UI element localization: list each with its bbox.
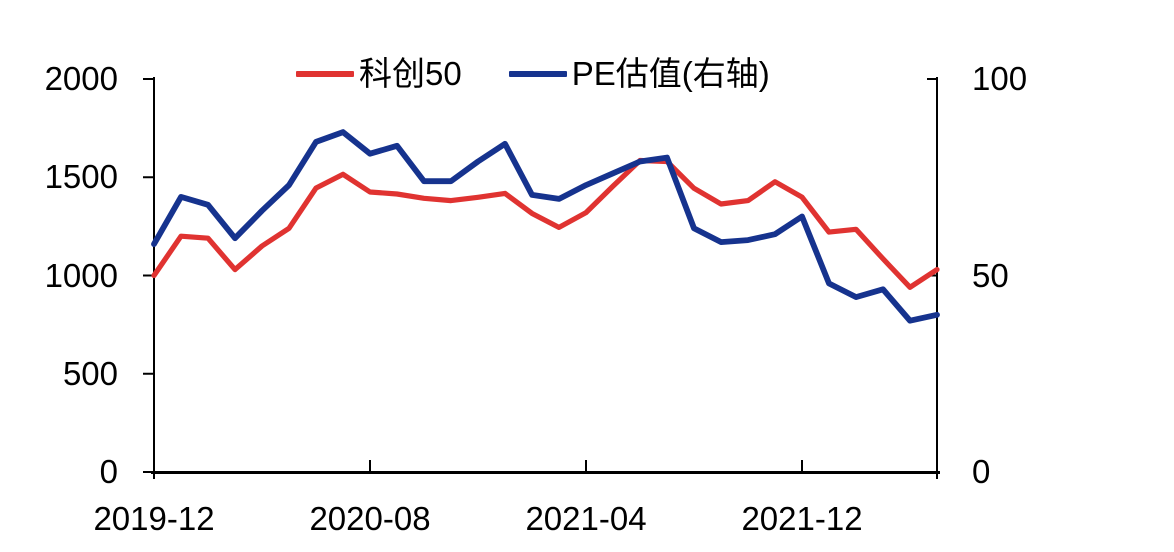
kc50-legend-label: 科创50	[359, 55, 462, 92]
pe-legend-label: PE估值(右轴)	[571, 55, 770, 92]
y-axis-left-label: 500	[62, 354, 118, 392]
y-axis-left-label: 0	[99, 453, 118, 490]
kc50-series-line	[151, 157, 940, 290]
legend-item-kc50: 科创50	[296, 56, 462, 92]
pe-legend-line-icon	[508, 71, 567, 77]
x-axis-label: 2021-04	[525, 500, 647, 537]
x-axis-label: 2020-08	[309, 500, 431, 537]
y-axis-right-label: 0	[972, 453, 991, 490]
y-axis-right-label: 100	[972, 60, 1028, 97]
legend: 科创50 PE估值(右轴)	[296, 56, 770, 92]
legend-item-pe: PE估值(右轴)	[508, 55, 770, 92]
y-axis-right-label: 50	[972, 256, 1009, 294]
pe-series-line	[151, 129, 940, 324]
kc50-legend-line-icon	[296, 71, 354, 77]
x-axis-label: 2019-12	[93, 500, 215, 537]
y-axis-left-label: 1000	[44, 256, 118, 294]
x-axis-label: 2021-12	[741, 500, 863, 537]
y-axis-left-label: 1500	[44, 158, 118, 196]
y-axis-left-label: 2000	[44, 60, 118, 97]
